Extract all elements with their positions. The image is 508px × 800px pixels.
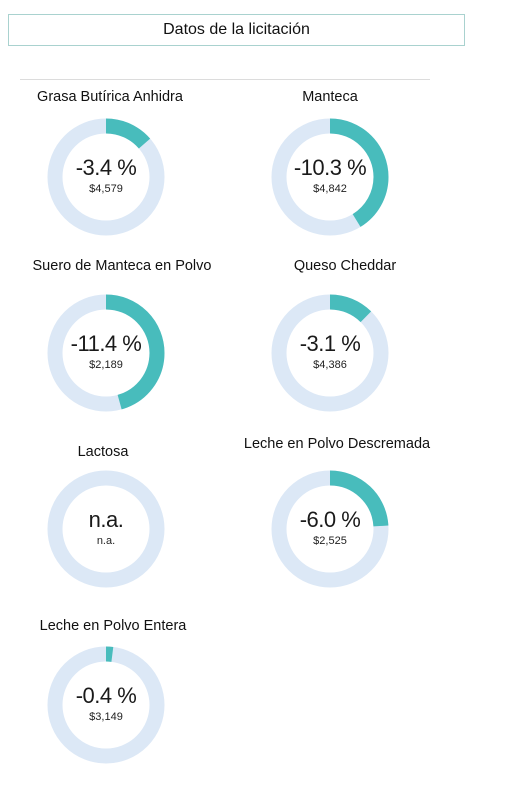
donut-percent-label: -11.4 % (70, 331, 142, 356)
donut-percent-label: -3.4 % (75, 155, 137, 180)
donut-value-arc (271, 470, 389, 588)
donut-chart: -0.4 % $3,149 (44, 643, 168, 767)
donut-value-arc (271, 118, 389, 236)
donut-title: Suero de Manteca en Polvo (32, 258, 212, 274)
donut-value-arc (47, 294, 165, 412)
donut-value-arc (271, 294, 389, 412)
donut-svg (271, 470, 389, 588)
donut-title: Leche en Polvo Entera (39, 618, 187, 634)
donut-price-label: $4,842 (313, 183, 347, 195)
donut-percent-label: -0.4 % (75, 683, 137, 708)
donut-title: Lactosa (77, 444, 129, 460)
page-title: Datos de la licitación (8, 14, 465, 46)
donut-chart: -3.4 % $4,579 (44, 115, 168, 239)
donut-price-label: $4,386 (313, 359, 347, 371)
donut-chart: -6.0 % $2,525 (268, 467, 392, 591)
donut-price-label: $2,525 (313, 535, 347, 547)
donut-svg (47, 470, 165, 588)
donut-chart: -10.3 % $4,842 (268, 115, 392, 239)
donut-title: Leche en Polvo Descremada (243, 436, 431, 452)
donut-chart: -11.4 % $2,189 (44, 291, 168, 415)
donut-price-label: $2,189 (89, 359, 123, 371)
donut-percent-label: -10.3 % (293, 155, 367, 180)
donut-percent-label: n.a. (88, 507, 124, 532)
donut-track (47, 470, 165, 588)
donut-svg (271, 294, 389, 412)
donut-value-arc (47, 118, 165, 236)
donut-price-label: $3,149 (89, 711, 123, 723)
donut-price-label: n.a. (96, 535, 116, 547)
donut-value-arc (47, 646, 165, 764)
donut-title: Grasa Butírica Anhidra (37, 89, 183, 105)
donut-chart: n.a. n.a. (44, 467, 168, 591)
donut-svg (47, 646, 165, 764)
donut-percent-label: -3.1 % (299, 331, 361, 356)
donut-chart: -3.1 % $4,386 (268, 291, 392, 415)
donut-percent-label: -6.0 % (299, 507, 361, 532)
donut-svg (47, 118, 165, 236)
donut-svg (47, 294, 165, 412)
donut-price-label: $4,579 (89, 183, 123, 195)
donut-title: Manteca (302, 89, 358, 105)
donut-svg (271, 118, 389, 236)
divider (20, 79, 430, 80)
donut-title: Queso Cheddar (293, 258, 397, 274)
